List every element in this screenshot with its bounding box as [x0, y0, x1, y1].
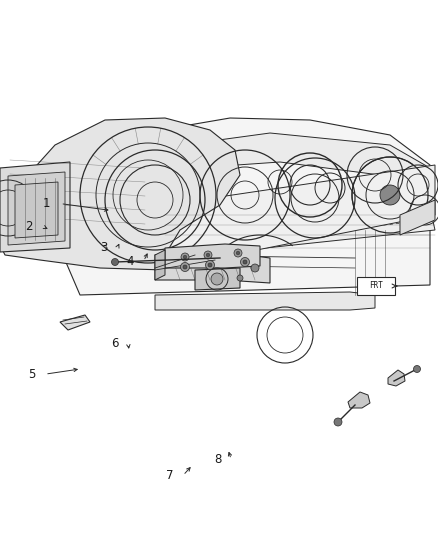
Polygon shape	[65, 118, 430, 295]
Circle shape	[183, 255, 187, 259]
Text: 2: 2	[25, 220, 33, 233]
Text: 6: 6	[111, 337, 118, 350]
Text: 7: 7	[166, 469, 173, 482]
Polygon shape	[80, 133, 430, 200]
Circle shape	[237, 275, 243, 281]
Polygon shape	[155, 250, 165, 280]
Polygon shape	[15, 182, 58, 238]
Polygon shape	[0, 118, 240, 270]
Circle shape	[181, 253, 189, 261]
Circle shape	[208, 263, 212, 267]
Polygon shape	[400, 200, 435, 235]
Polygon shape	[8, 172, 65, 245]
Circle shape	[205, 261, 215, 270]
Circle shape	[206, 253, 210, 257]
FancyBboxPatch shape	[0, 264, 438, 274]
Polygon shape	[60, 315, 90, 330]
Polygon shape	[0, 162, 70, 252]
Polygon shape	[155, 252, 270, 283]
Text: 8: 8	[214, 453, 221, 466]
Polygon shape	[165, 165, 435, 268]
Circle shape	[243, 260, 247, 264]
Polygon shape	[388, 370, 405, 386]
Text: FRT: FRT	[369, 281, 383, 290]
Circle shape	[251, 264, 259, 272]
Polygon shape	[348, 392, 370, 408]
Circle shape	[240, 257, 250, 266]
Polygon shape	[100, 208, 435, 265]
Polygon shape	[165, 244, 260, 268]
FancyBboxPatch shape	[357, 277, 395, 295]
Circle shape	[112, 259, 119, 265]
Text: 5: 5	[28, 368, 35, 381]
Polygon shape	[195, 268, 240, 290]
Text: 1: 1	[43, 197, 50, 210]
Polygon shape	[155, 292, 375, 310]
Circle shape	[234, 249, 242, 257]
Circle shape	[334, 418, 342, 426]
Circle shape	[413, 366, 420, 373]
Circle shape	[211, 273, 223, 285]
Text: 4: 4	[126, 255, 134, 268]
Circle shape	[236, 251, 240, 255]
Circle shape	[183, 265, 187, 269]
Circle shape	[180, 262, 190, 271]
Circle shape	[204, 251, 212, 259]
Text: 3: 3	[100, 241, 107, 254]
Circle shape	[380, 185, 400, 205]
